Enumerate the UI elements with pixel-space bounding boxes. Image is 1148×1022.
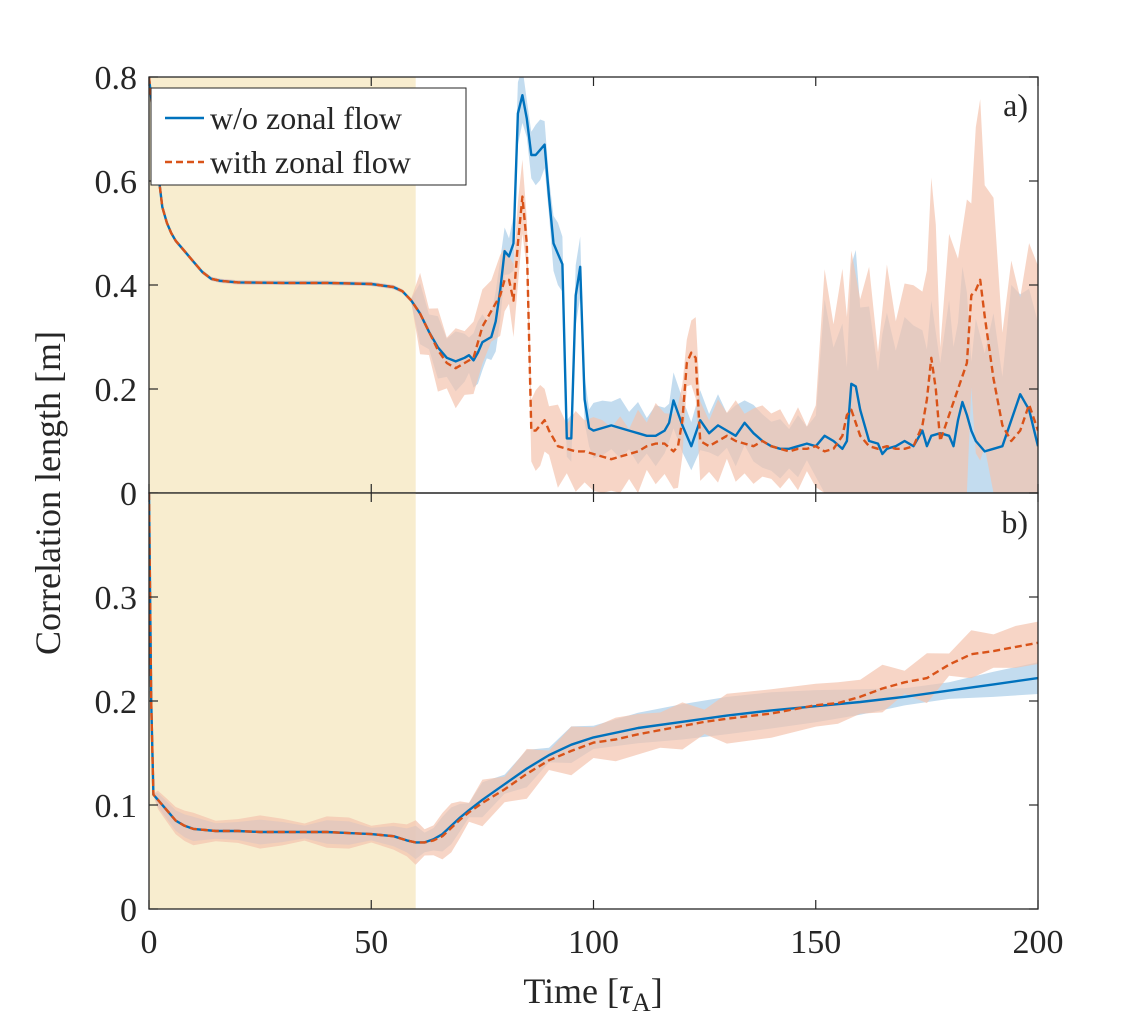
y-tick-label: 0 <box>120 892 137 929</box>
series-line-with-zonal-b <box>149 493 1038 844</box>
uncertainty-bands-b <box>149 493 1038 865</box>
y-tick-label: 0.2 <box>95 372 138 409</box>
ticks-b: 0 0.1 0.2 0.3 0 50 100 150 200 <box>95 493 1064 961</box>
y-tick-label: 0.3 <box>95 580 138 617</box>
x-tick-label: 150 <box>790 924 841 961</box>
x-tick-label: 0 <box>141 924 158 961</box>
y-tick-label: 0.6 <box>95 164 138 201</box>
legend-label-wo-zonal: w/o zonal flow <box>210 100 402 136</box>
y-tick-label: 0.8 <box>95 60 138 97</box>
x-axis-label-text: Time [ <box>523 971 619 1011</box>
series-lines-a <box>149 77 1038 461</box>
ticks-a: 0 0.2 0.4 0.6 0.8 <box>95 60 1039 513</box>
shaded-region-b <box>149 493 416 909</box>
legend: w/o zonal flow with zonal flow <box>150 87 467 186</box>
legend-box <box>150 87 467 186</box>
y-tick-label: 0.1 <box>95 788 138 825</box>
uncertainty-bands-a <box>149 77 1038 493</box>
y-tick-label: 0.4 <box>95 268 138 305</box>
band-with-zonal-a <box>149 77 1038 493</box>
y-tick-label: 0 <box>120 476 137 513</box>
panel-b: 0 0.1 0.2 0.3 0 50 100 150 200 b) <box>95 492 1064 961</box>
x-axis-label-tau: τ <box>619 971 633 1011</box>
y-axis-label: Correlation length [m] <box>28 331 68 655</box>
series-line-with-zonal-a <box>149 77 1038 461</box>
x-tick-label: 50 <box>354 924 388 961</box>
x-axis-label: Time [τA] <box>523 971 662 1017</box>
series-lines-b <box>149 493 1038 844</box>
axes-box-b <box>148 492 1039 910</box>
panel-a: 0 0.2 0.4 0.6 0.8 a) w/o zonal flow with zon… <box>95 60 1039 513</box>
x-axis-label-subscript: A <box>632 988 651 1017</box>
x-tick-label: 200 <box>1013 924 1064 961</box>
x-axis-label-close: ] <box>651 971 663 1011</box>
y-tick-label: 0.2 <box>95 684 138 721</box>
band-with-zonal-b <box>149 493 1038 865</box>
legend-label-with-zonal: with zonal flow <box>210 144 411 180</box>
x-tick-label: 100 <box>568 924 619 961</box>
panel-label-b: b) <box>1001 504 1028 540</box>
panel-label-a: a) <box>1003 87 1028 123</box>
